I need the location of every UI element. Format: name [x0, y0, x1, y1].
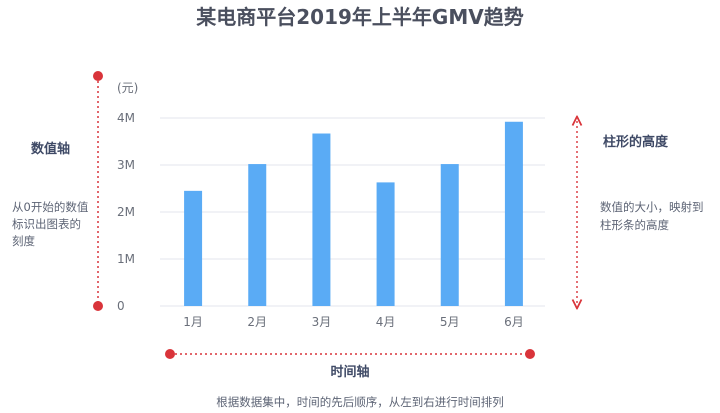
y-tick-label: 1M [117, 252, 135, 266]
y-axis-annotation-title: 数值轴 [31, 141, 70, 157]
bars [184, 121, 523, 306]
y-tick-label: 4M [117, 111, 135, 125]
y-tick-label: 3M [117, 158, 135, 172]
x-tick-labels: 1月 2月 3月 4月 5月 6月 [183, 315, 523, 329]
y-tick-label: 2M [117, 205, 135, 219]
y-axis-annotation-line-1: 从0开始的数值 [12, 200, 89, 214]
x-tick-label: 2月 [247, 315, 267, 329]
bar [312, 133, 331, 306]
x-axis-right-dot [525, 349, 535, 359]
y-axis-annotation [93, 71, 103, 311]
y-axis-annotation-line-2: 标识出图表的 [12, 217, 81, 231]
chart-title: 某电商平台2019年上半年GMV趋势 [196, 5, 523, 29]
gridlines [160, 117, 545, 307]
x-axis-annotation-desc: 根据数据集中，时间的先后顺序，从左到右进行时间排列 [216, 395, 504, 409]
bar [440, 164, 459, 306]
y-axis-annotation-line-3: 刻度 [12, 234, 35, 248]
x-tick-label: 6月 [504, 315, 524, 329]
x-tick-label: 3月 [312, 315, 332, 329]
x-axis-annotation [165, 349, 535, 359]
x-axis-left-dot [165, 349, 175, 359]
bar [504, 121, 523, 306]
y-axis-top-dot [93, 71, 103, 81]
bar [248, 164, 267, 306]
x-tick-label: 5月 [440, 315, 460, 329]
bar [184, 190, 203, 306]
x-tick-label: 4月 [376, 315, 396, 329]
height-annotation-line-2: 柱形条的高度 [600, 218, 669, 232]
y-axis-bottom-dot [93, 301, 103, 311]
x-axis-annotation-title: 时间轴 [330, 364, 369, 380]
y-unit-label: (元) [117, 81, 138, 95]
y-tick-label: 0 [117, 299, 125, 313]
height-annotation-title: 柱形的高度 [603, 134, 669, 150]
y-tick-labels: 0 1M 2M 3M 4M [117, 111, 135, 313]
bar [376, 182, 395, 306]
height-annotation-line-1: 数值的大小，映射到 [600, 200, 704, 214]
x-tick-label: 1月 [183, 315, 203, 329]
